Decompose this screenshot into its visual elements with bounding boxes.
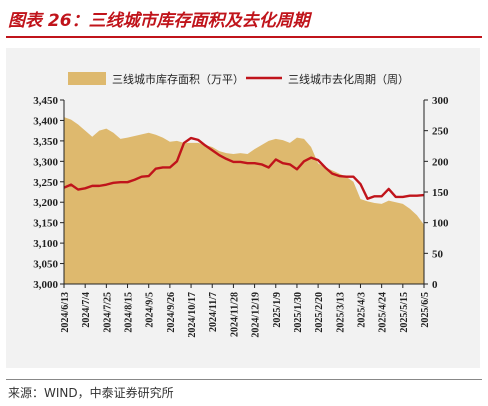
x-tick-label: 2025/3/13 [335,292,346,333]
left-y-tick-label: 3,000 [33,279,58,291]
right-y-tick-label: 150 [432,187,449,199]
figure-title: 图表 26：三线城市库存面积及去化周期 [8,11,310,31]
left-y-tick-label: 3,450 [33,95,58,107]
x-tick-label: 2024/12/19 [251,292,262,338]
right-y-tick-label: 50 [432,248,444,260]
source-rule [6,379,482,380]
x-tick-label: 2025/4/24 [378,292,389,333]
right-y-tick-label: 100 [432,218,449,230]
x-tick-label: 2024/7/4 [81,292,92,328]
left-y-tick-label: 3,350 [33,136,58,148]
chart-svg: 3,000 3,050 3,100 3,150 3,200 3,250 3,300 3,350… [33,72,449,338]
legend-swatch-inventory [68,72,106,85]
left-y-tick-label: 3,100 [33,238,58,250]
x-tick-label: 2025/4/3 [356,292,367,328]
x-tick-label: 2024/8/15 [124,292,135,333]
legend-label-destocking: 三线城市去化周期（周） [288,72,409,86]
right-y-tick-label: 250 [432,126,449,138]
right-y-tick-label: 0 [432,279,438,291]
right-y-tick-label: 300 [432,95,449,107]
title-rule [6,36,482,38]
destocking-cycle-line-series [63,136,425,200]
left-y-tick-label: 3,250 [33,177,58,189]
x-tick-label: 2024/9/26 [166,292,177,333]
legend-label-inventory: 三线城市库存面积（万平） [112,72,244,86]
left-y-tick-label: 3,200 [33,197,58,209]
inventory-area-series [64,117,424,284]
left-y-tick-label: 3,150 [33,218,58,230]
left-y-tick-label: 3,400 [33,115,58,127]
chart-panel: 3,000 3,050 3,100 3,150 3,200 3,250 3,300 3,350… [6,48,480,368]
x-tick-label: 2024/9/5 [145,292,156,328]
x-tick-label: 2024/6/13 [60,292,71,333]
x-tick-label: 2024/10/17 [187,292,198,338]
left-y-tick-label: 3,300 [33,156,58,168]
source-note: 来源：WIND，中泰证券研究所 [8,386,174,400]
x-tick-label: 2025/1/9 [272,292,283,328]
left-y-tick-label: 3,050 [33,259,58,271]
x-tick-label: 2025/6/5 [420,292,431,328]
x-tick-label: 2025/5/15 [399,292,410,333]
x-tick-label: 2024/7/25 [102,292,113,333]
x-tick-label: 2025/2/20 [314,292,325,333]
right-y-tick-label: 200 [432,156,449,168]
x-tick-label: 2024/11/28 [229,292,240,337]
x-tick-label: 2025/1/30 [293,292,304,333]
x-tick-label: 2024/11/7 [208,292,219,332]
